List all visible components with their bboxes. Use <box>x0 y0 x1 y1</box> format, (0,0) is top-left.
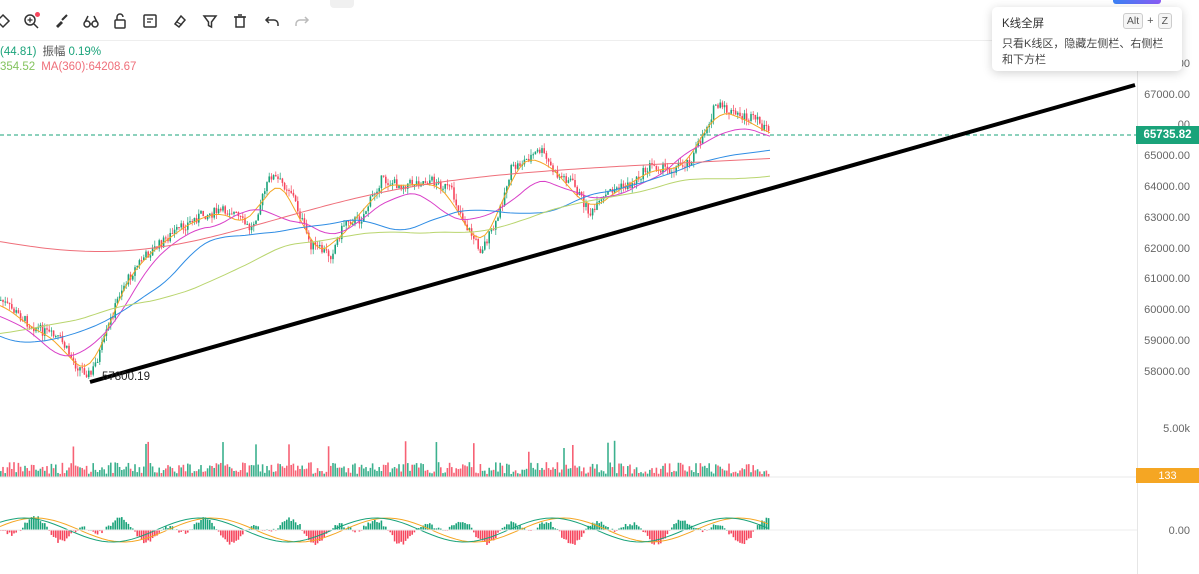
change-value: (44.81) <box>0 46 37 58</box>
brush-icon[interactable] <box>50 10 72 32</box>
top-right-accent <box>1113 0 1161 4</box>
shortcut-keys: Alt + Z <box>1122 13 1172 29</box>
cursor-icon[interactable] <box>0 10 14 32</box>
alt-key: Alt <box>1122 13 1144 29</box>
amplitude-label: 振幅 <box>42 46 66 58</box>
price-label: 65000.00 <box>1144 150 1190 162</box>
ma-partial-value: 354.52 <box>0 61 36 73</box>
ma360-value: MA(360):64208.67 <box>41 61 137 73</box>
price-label: 59000.00 <box>1144 335 1190 347</box>
magnet-icon[interactable] <box>169 10 191 32</box>
price-label: 60000.00 <box>1144 304 1190 316</box>
ma-info: 354.52 MA(360):64208.67 <box>0 61 136 73</box>
redo-icon[interactable] <box>291 10 313 32</box>
fullscreen-tooltip: K线全屏 Alt + Z 只看K线区，隐藏左侧栏、右侧栏和下方栏 <box>992 7 1182 71</box>
kline-chart[interactable] <box>0 40 1137 574</box>
macd-zero-label: 0.00 <box>1168 525 1190 537</box>
binoculars-icon[interactable] <box>80 10 102 32</box>
price-label: 64000.00 <box>1144 181 1190 193</box>
undo-icon[interactable] <box>261 10 283 32</box>
z-key: Z <box>1157 13 1172 29</box>
notification-dot <box>35 12 40 17</box>
price-label: 58000.00 <box>1144 366 1190 378</box>
zoom-in-icon[interactable] <box>20 10 42 32</box>
price-label: 62000.00 <box>1144 243 1190 255</box>
change-info: (44.81) 振幅 0.19% <box>0 43 101 59</box>
filter-icon[interactable] <box>199 10 221 32</box>
current-price-tag: 65735.82 <box>1136 126 1199 144</box>
volume-tag: 133 <box>1136 468 1199 483</box>
tooltip-description: 只看K线区，隐藏左侧栏、右侧栏和下方栏 <box>1002 38 1164 66</box>
toolbar-handle <box>330 0 354 8</box>
plus-sign: + <box>1147 15 1154 27</box>
volume-axis-label: 5.00k <box>1163 423 1190 435</box>
price-label: 63000.00 <box>1144 212 1190 224</box>
low-price-label: 57800.19 <box>102 371 150 383</box>
lock-icon[interactable] <box>109 10 131 32</box>
trend-line[interactable] <box>89 83 1136 384</box>
tooltip-title: K线全屏 <box>1002 18 1045 30</box>
amplitude-value: 0.19% <box>68 46 102 58</box>
price-label: 61000.00 <box>1144 273 1190 285</box>
price-axis[interactable]: 00 00 67000.00 65000.00 64000.00 63000.0… <box>1137 40 1199 574</box>
price-label: 67000.00 <box>1144 89 1190 101</box>
trash-icon[interactable] <box>229 10 251 32</box>
edit-list-icon[interactable] <box>139 10 161 32</box>
